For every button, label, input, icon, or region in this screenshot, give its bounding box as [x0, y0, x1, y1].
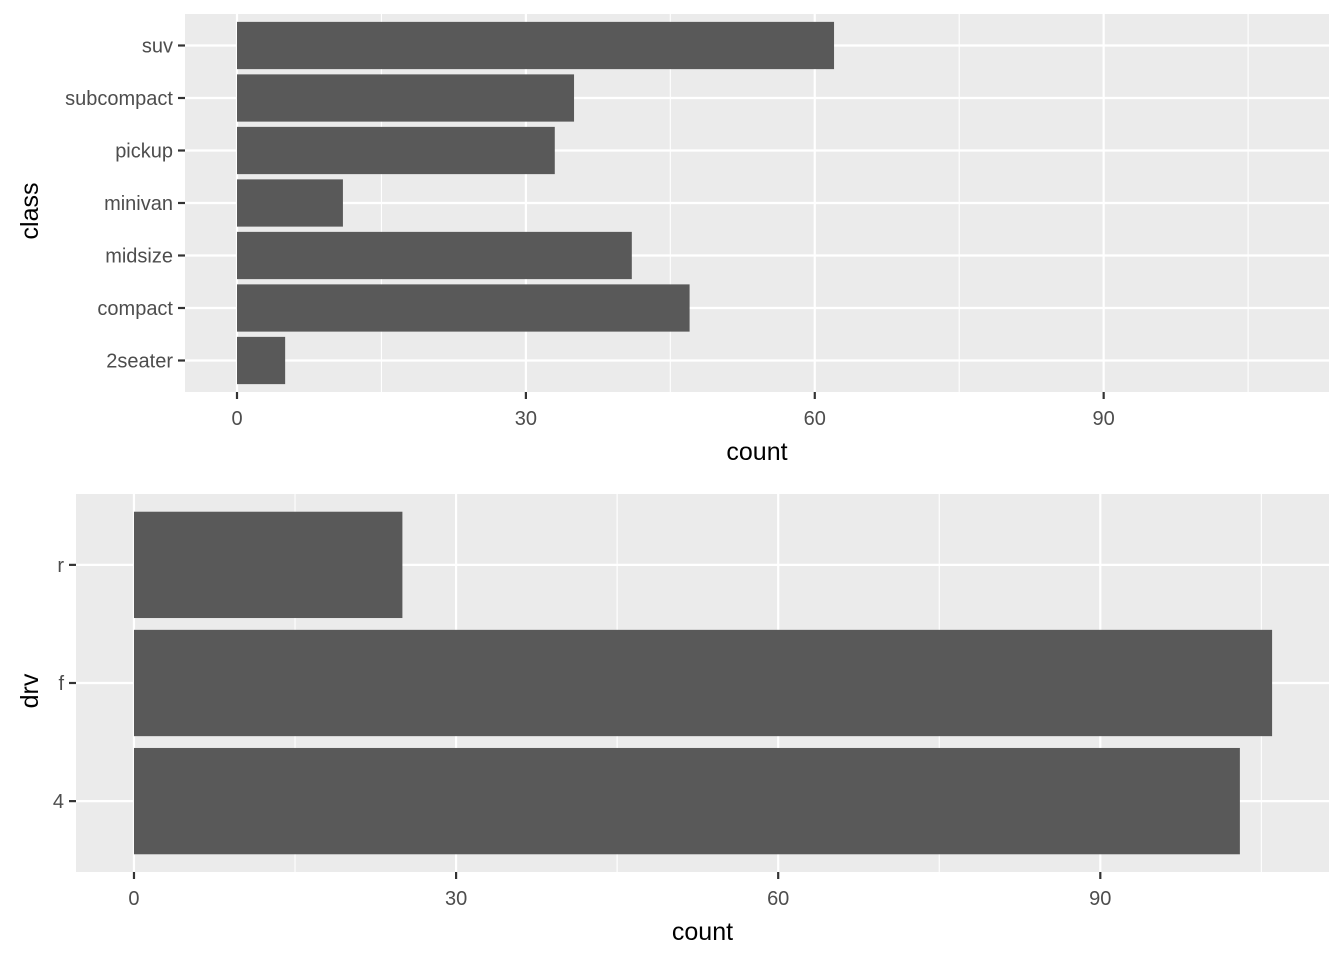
y-tick-label: suv — [142, 36, 173, 58]
y-axis-title: drv — [16, 673, 44, 708]
x-axis-title: count — [726, 438, 787, 466]
drv-count-chart: 4 f r 0 30 60 90 count drv — [16, 494, 1329, 946]
bar-4 — [133, 747, 1240, 855]
bar-f — [133, 629, 1273, 737]
class-count-chart: 2seater compact midsize minivan pickup subcom… — [16, 14, 1329, 466]
y-tick-label: midsize — [105, 246, 173, 268]
bar-minivan — [237, 179, 343, 227]
x-axis-title: count — [672, 918, 733, 946]
y-tick-label: 2seater — [106, 351, 173, 373]
bar-midsize — [237, 231, 632, 280]
x-tick-label: 30 — [445, 888, 467, 910]
bar-suv — [237, 21, 835, 70]
y-tick-label: 4 — [53, 791, 64, 813]
bar-compact — [237, 284, 690, 332]
x-tick-label: 60 — [767, 888, 789, 910]
x-tick-label: 60 — [804, 408, 826, 430]
y-tick-label: pickup — [115, 141, 173, 163]
x-tick-label: 0 — [128, 888, 139, 910]
x-tick-label: 90 — [1089, 888, 1111, 910]
bar-r — [133, 511, 403, 619]
bar-2seater — [237, 336, 286, 385]
y-axis-title: class — [16, 183, 44, 240]
x-tick-label: 30 — [515, 408, 537, 430]
y-tick-label: compact — [97, 298, 173, 320]
x-tick-label: 0 — [231, 408, 242, 430]
x-tick-label: 90 — [1093, 408, 1115, 430]
y-tick-label: f — [58, 673, 64, 695]
bar-subcompact — [237, 74, 575, 122]
y-tick-label: subcompact — [65, 88, 173, 110]
bar-pickup — [237, 126, 555, 175]
y-tick-label: minivan — [104, 193, 173, 215]
y-tick-label: r — [57, 555, 64, 577]
